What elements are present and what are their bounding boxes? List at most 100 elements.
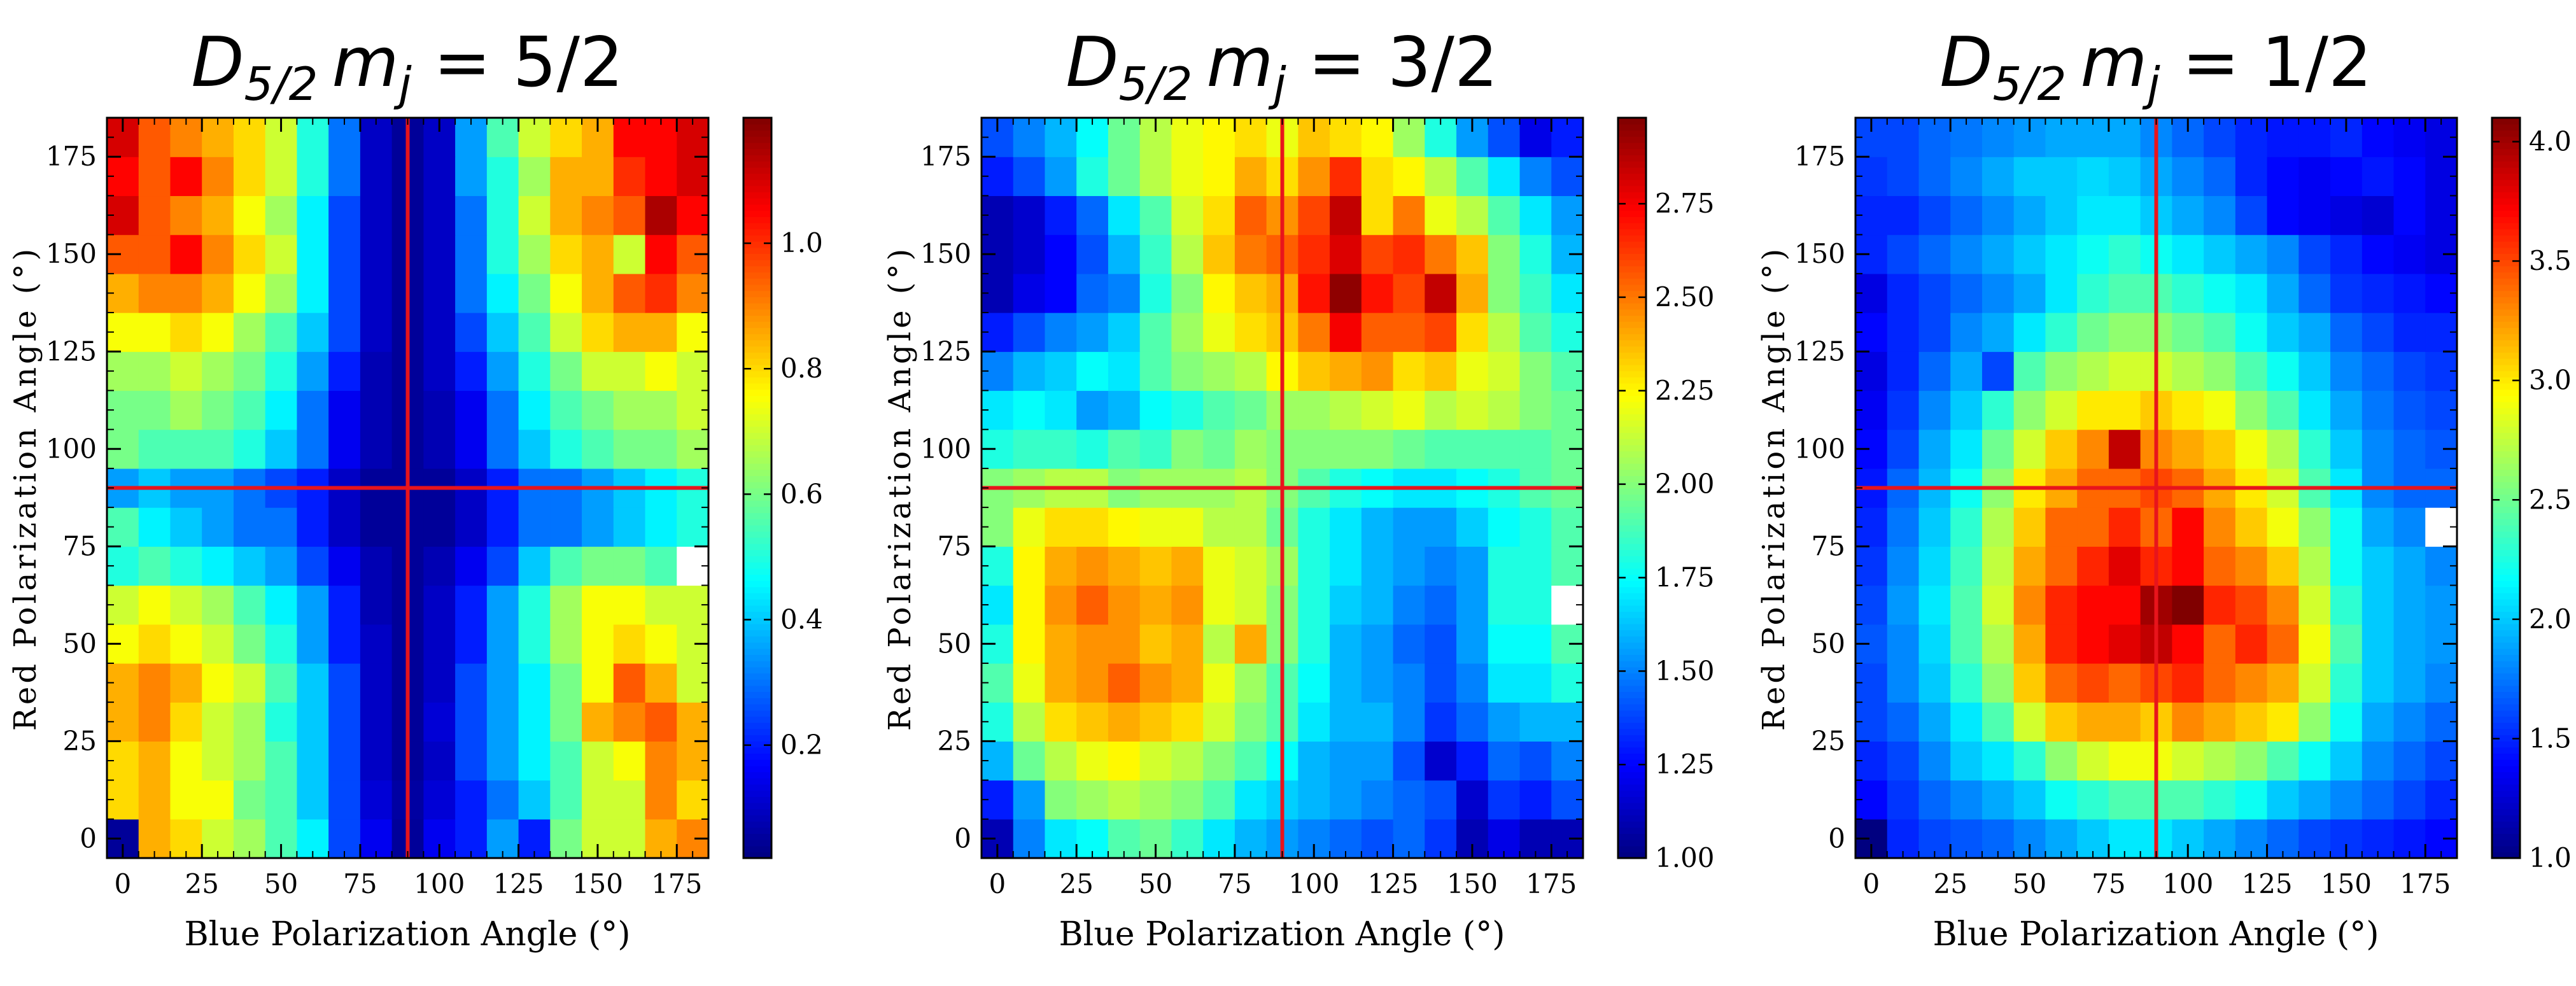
colorbar-segment (1618, 802, 1646, 810)
heatmap-cell (1393, 546, 1425, 586)
heatmap-cell (1488, 780, 1521, 820)
heatmap-cell (1171, 313, 1204, 352)
heatmap-cell (1887, 351, 1920, 391)
colorbar-segment (743, 123, 771, 131)
heatmap-cell (1045, 157, 1077, 197)
heatmap-cell (265, 780, 298, 820)
colorbar-segment (1618, 506, 1646, 514)
heatmap-cell (2077, 351, 2109, 391)
heatmap-cell (2361, 663, 2395, 703)
heatmap-cell (1918, 624, 1951, 664)
heatmap-cell (1981, 313, 2015, 352)
heatmap-cell (2267, 157, 2299, 197)
heatmap-cell (1950, 429, 1983, 469)
colorbar-segment (1618, 284, 1646, 292)
heatmap-cell (1488, 351, 1521, 391)
heatmap-cell (2267, 313, 2299, 352)
heatmap-cell (2077, 273, 2109, 313)
heatmap-cell (550, 429, 582, 469)
heatmap-cell (1393, 273, 1425, 313)
heatmap-cell (1298, 702, 1330, 742)
colorbar-tick-label: 2.0 (2529, 603, 2572, 635)
heatmap-cell (645, 313, 677, 352)
heatmap-cell (2045, 702, 2078, 742)
heatmap-cell (265, 234, 298, 274)
colorbar-segment (1618, 710, 1646, 717)
heatmap-panel-mj-1-2: D5/2 mj = 1/2 0 25 50 75 100 125 150 175 0 25 50 75… (1756, 23, 2572, 954)
y-tick-label: 100 (1794, 433, 1845, 464)
colorbar-segment (743, 759, 771, 766)
heatmap-cell (2045, 507, 2078, 547)
heatmap-cell (2077, 624, 2109, 664)
colorbar-segment (2492, 370, 2520, 377)
heatmap-cell (455, 157, 488, 197)
heatmap-cell (2361, 585, 2395, 625)
heatmap-cell (1203, 429, 1235, 469)
heatmap-cell (1488, 234, 1521, 274)
heatmap-cell (2298, 351, 2331, 391)
heatmap-cell (1330, 273, 1362, 313)
heatmap-cell (1076, 702, 1109, 742)
colorbar-segment (2492, 778, 2520, 785)
colorbar-segment (743, 845, 771, 853)
colorbar-segment (1618, 494, 1646, 501)
heatmap-cell (2108, 390, 2141, 430)
colorbar-segment (1618, 518, 1646, 526)
heatmap-cell (486, 507, 519, 547)
heatmap-cell (297, 157, 329, 197)
heatmap-cell (202, 663, 234, 703)
heatmap-cell (2267, 585, 2299, 625)
heatmap-cell (1045, 429, 1077, 469)
colorbar-segment (2492, 543, 2520, 551)
colorbar-segment (743, 593, 771, 600)
colorbar-segment (2492, 531, 2520, 538)
heatmap-cell (1393, 663, 1425, 703)
colorbar-segment (743, 525, 771, 532)
heatmap-cell (2204, 195, 2236, 236)
heatmap-cell (1887, 273, 1920, 313)
heatmap-cell (1139, 585, 1172, 625)
heatmap-cell (2267, 546, 2299, 586)
colorbar-segment (2492, 364, 2520, 372)
colorbar-segment (743, 747, 771, 754)
colorbar-segment (743, 605, 771, 612)
heatmap-cell (1171, 234, 1204, 274)
y-axis-label: Red Polarization Angle (°) (882, 246, 918, 731)
colorbar-segment (2492, 753, 2520, 760)
heatmap-cell (1139, 195, 1172, 236)
colorbar-segment (1618, 265, 1646, 273)
heatmap-cell (2393, 234, 2426, 274)
heatmap-cell (518, 780, 551, 820)
heatmap-cell (455, 507, 488, 547)
colorbar-segment (743, 630, 771, 637)
colorbar-segment (1618, 833, 1646, 840)
heatmap-cell (2045, 780, 2078, 820)
heatmap-cell (1203, 273, 1235, 313)
colorbar-segment (2492, 309, 2520, 316)
heatmap-cell (2172, 351, 2204, 391)
heatmap-cell (2393, 663, 2426, 703)
heatmap-cell (1887, 546, 1920, 586)
heatmap-cell (1425, 234, 1457, 274)
y-tick-label: 25 (1812, 725, 1845, 756)
colorbar-segment (743, 543, 771, 551)
heatmap-cell (2172, 157, 2204, 197)
heatmap-cell (1171, 663, 1204, 703)
colorbar-segment (1618, 642, 1646, 649)
colorbar-segment (1618, 364, 1646, 372)
heatmap-cell (265, 702, 298, 742)
heatmap-cell (328, 157, 361, 197)
heatmap-cell (2393, 780, 2426, 820)
colorbar-segment (2492, 118, 2520, 125)
colorbar-segment (743, 636, 771, 643)
colorbar-segment (2492, 710, 2520, 717)
colorbar-segment (743, 778, 771, 785)
heatmap-cell (233, 663, 266, 703)
heatmap-cell (2045, 585, 2078, 625)
colorbar-segment (1618, 556, 1646, 563)
heatmap-cell (170, 585, 202, 625)
colorbar-segment (743, 463, 771, 470)
colorbar-segment (1618, 648, 1646, 655)
heatmap-cell (2172, 273, 2204, 313)
colorbar-segment (2492, 414, 2520, 421)
